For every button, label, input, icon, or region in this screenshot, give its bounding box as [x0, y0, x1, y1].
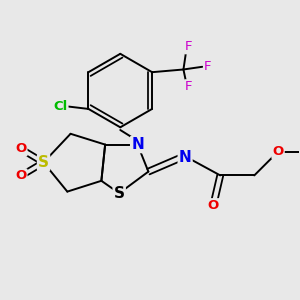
Text: O: O [272, 145, 284, 158]
Text: O: O [208, 199, 219, 212]
Text: N: N [179, 149, 191, 164]
Text: S: S [38, 155, 49, 170]
Text: Cl: Cl [53, 100, 68, 113]
Text: N: N [131, 137, 144, 152]
Text: F: F [204, 60, 212, 73]
Text: F: F [185, 80, 193, 93]
Text: F: F [185, 40, 193, 53]
Text: O: O [15, 142, 26, 155]
Text: S: S [114, 186, 125, 201]
Text: O: O [15, 169, 26, 182]
